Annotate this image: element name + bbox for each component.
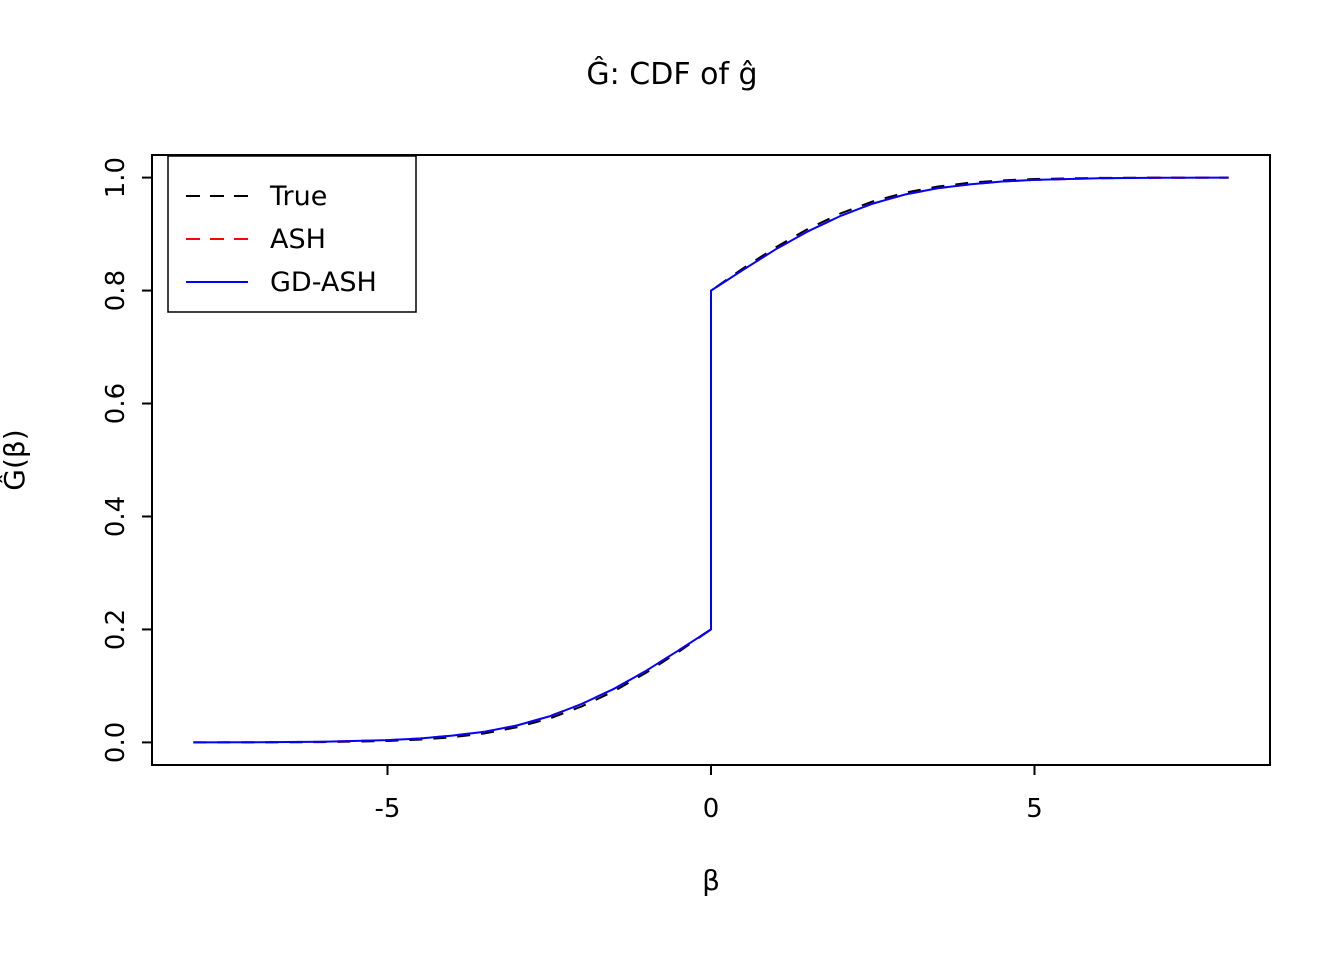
- legend-item-ash: ASH: [186, 224, 326, 255]
- legend-label-ash: ASH: [270, 224, 326, 255]
- x-tick-label: -5: [375, 794, 401, 824]
- x-tick-label: 5: [1026, 794, 1043, 824]
- y-tick-label: 0.8: [101, 270, 131, 311]
- y-tick-label: 0.2: [101, 609, 131, 650]
- chart-title: Ĝ: CDF of ĝ: [586, 55, 757, 92]
- y-tick-label: 0.0: [101, 722, 131, 763]
- series-lines: [193, 176, 1229, 744]
- legend-item-true: True: [186, 181, 327, 212]
- y-axis-ticks: 0.0 0.2 0.4 0.6 0.8 1.0: [101, 157, 152, 763]
- y-tick-label: 0.4: [101, 496, 131, 537]
- y-axis-label: Ĝ(β): [0, 429, 31, 490]
- x-tick-label: 0: [703, 794, 720, 824]
- series-line-gd-ash: [193, 176, 1229, 744]
- series-line-true: [193, 176, 1229, 744]
- legend-box: [167, 155, 417, 313]
- y-tick-label: 0.6: [101, 383, 131, 424]
- legend-label-true: True: [269, 181, 327, 212]
- legend-label-gd-ash: GD-ASH: [270, 267, 377, 298]
- x-axis-ticks: -5 0 5: [375, 765, 1043, 824]
- legend: True ASH GD-ASH: [167, 155, 417, 313]
- legend-item-gd-ash: GD-ASH: [186, 267, 377, 298]
- x-axis-label: β: [702, 864, 720, 897]
- y-tick-label: 1.0: [101, 157, 131, 198]
